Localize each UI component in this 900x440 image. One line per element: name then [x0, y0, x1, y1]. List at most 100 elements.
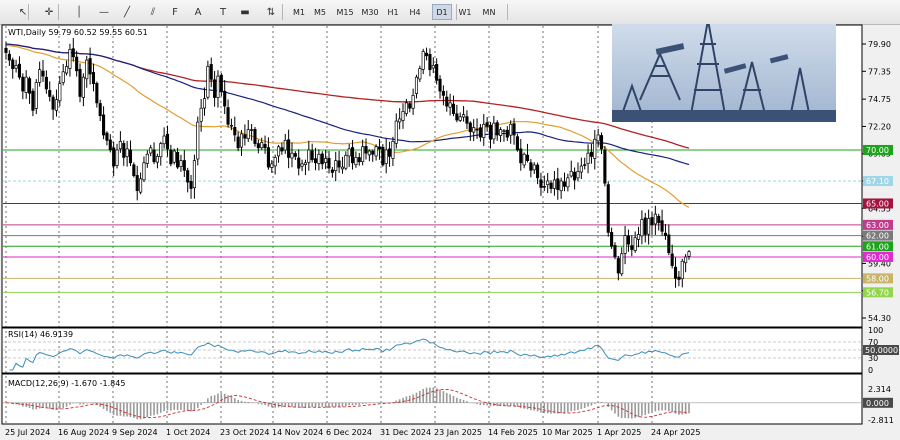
candle-body — [425, 52, 429, 57]
candle-body — [28, 78, 32, 94]
toolbar-separator — [507, 4, 508, 20]
candle-body — [297, 157, 301, 169]
candle-body — [529, 162, 533, 171]
date-label: 9 Sep 2024 — [112, 428, 158, 437]
timeframe-m15-button[interactable]: M15 — [336, 7, 354, 17]
candle-body — [75, 56, 79, 72]
timeframe-mn-button[interactable]: MN — [482, 7, 496, 17]
candle-body — [418, 68, 422, 80]
arrows-icon[interactable]: ⇅ — [266, 6, 276, 18]
rectangle-label-icon[interactable]: ▬ — [240, 6, 250, 18]
vertical-line-icon[interactable]: │ — [75, 6, 83, 18]
price-label: 54.30 — [868, 314, 891, 323]
macd-axis-label: -2.811 — [868, 416, 894, 425]
candle-body — [17, 63, 22, 78]
candle-body — [559, 180, 563, 192]
candle-body — [263, 143, 267, 149]
timeframe-h4-button[interactable]: H4 — [409, 7, 421, 17]
chart-area[interactable]: WTI,Daily 59.79 60.52 59.55 60.51 RSI(14… — [0, 24, 900, 440]
candle-body — [324, 158, 328, 163]
rsi-pane[interactable] — [1, 327, 863, 374]
candle-body — [196, 121, 200, 160]
rsi-axis-label: 30 — [868, 354, 878, 363]
date-label: 6 Dec 2024 — [326, 428, 372, 437]
date-label: 1 Oct 2024 — [166, 428, 210, 437]
candle-body — [270, 163, 274, 168]
candle-body — [135, 175, 139, 191]
candle-body — [293, 153, 297, 157]
price-tag — [863, 230, 893, 241]
candle-body — [219, 74, 223, 92]
candle-body — [300, 163, 304, 167]
fibonacci-icon[interactable]: F — [172, 6, 178, 18]
candle-body — [448, 102, 452, 108]
candle-body — [176, 152, 180, 168]
candle-body — [458, 116, 462, 121]
candle-body — [334, 160, 338, 171]
macd-pane[interactable] — [1, 373, 863, 425]
candle-body — [374, 146, 378, 157]
candle-body — [650, 217, 654, 226]
candle-body — [38, 69, 42, 83]
ma-100-line — [5, 43, 690, 166]
price-tag-label: 63.00 — [866, 221, 889, 230]
candle-body — [680, 260, 684, 280]
candle-body — [411, 95, 415, 109]
candle-body — [102, 114, 106, 136]
cursor-icon[interactable]: ↖ — [18, 6, 28, 18]
candle-body — [202, 98, 207, 109]
candle-body — [542, 186, 546, 188]
candle-body — [431, 65, 435, 69]
candle-body — [482, 123, 486, 138]
price-tag — [863, 287, 893, 298]
horizontal-line-icon[interactable]: — — [99, 6, 109, 18]
horizontal-levels[interactable] — [3, 149, 862, 293]
rsi-tag — [863, 345, 899, 355]
text-label-icon[interactable]: T — [219, 6, 227, 18]
candle-body — [354, 157, 358, 166]
candle-body — [139, 178, 143, 193]
macd-indicator: 2.314 -2.811 0.000 — [3, 385, 894, 425]
candle-body — [552, 179, 556, 189]
candle-body — [71, 48, 75, 58]
candle-body — [91, 72, 96, 84]
candle-body — [41, 70, 45, 77]
timeframe-m5-button[interactable]: M5 — [314, 7, 326, 17]
timeframe-w1-button[interactable]: W1 — [458, 7, 472, 17]
candle-body — [636, 234, 641, 240]
candle-body — [512, 123, 516, 136]
rsi-axis-label: 70 — [868, 338, 878, 347]
price-tag-label: 70.00 — [866, 146, 889, 155]
text-icon[interactable]: A — [194, 6, 202, 18]
timeframe-m1-button[interactable]: M1 — [293, 7, 305, 17]
candle-body — [673, 266, 678, 279]
date-axis: 25 Jul 2024 16 Aug 2024 9 Sep 2024 1 Oct 20… — [5, 428, 700, 437]
candle-body — [502, 130, 506, 132]
candle-body — [643, 217, 647, 235]
timeframe-h1-button[interactable]: H1 — [387, 7, 399, 17]
candle-body — [337, 160, 341, 168]
timeframe-m30-button[interactable]: M30 — [361, 7, 379, 17]
timeframe-d1-button[interactable]: D1 — [432, 4, 452, 20]
candle-body — [408, 103, 412, 109]
trendline-icon[interactable]: ╱ — [123, 6, 131, 18]
candle-body — [81, 76, 85, 98]
candle-body — [441, 91, 445, 96]
candle-body — [266, 147, 270, 168]
candle-body — [303, 162, 307, 165]
oil-rigs-image — [612, 24, 836, 122]
candle-body — [7, 53, 11, 61]
equidistant-channel-icon[interactable]: ⫽ — [150, 6, 156, 18]
candle-body — [128, 149, 133, 164]
candle-body — [233, 127, 237, 136]
candle-body — [317, 153, 321, 164]
crosshair-icon[interactable]: ✛ — [44, 6, 54, 18]
candle-body — [152, 149, 156, 163]
candle-body — [105, 132, 109, 141]
candle-body — [522, 153, 526, 166]
candle-body — [515, 136, 519, 151]
candle-body — [350, 147, 355, 164]
candle-body — [589, 151, 593, 157]
macd-pane-label: MACD(12,26,9) -1.670 -1.845 — [8, 379, 125, 388]
candlesticks — [4, 37, 691, 288]
